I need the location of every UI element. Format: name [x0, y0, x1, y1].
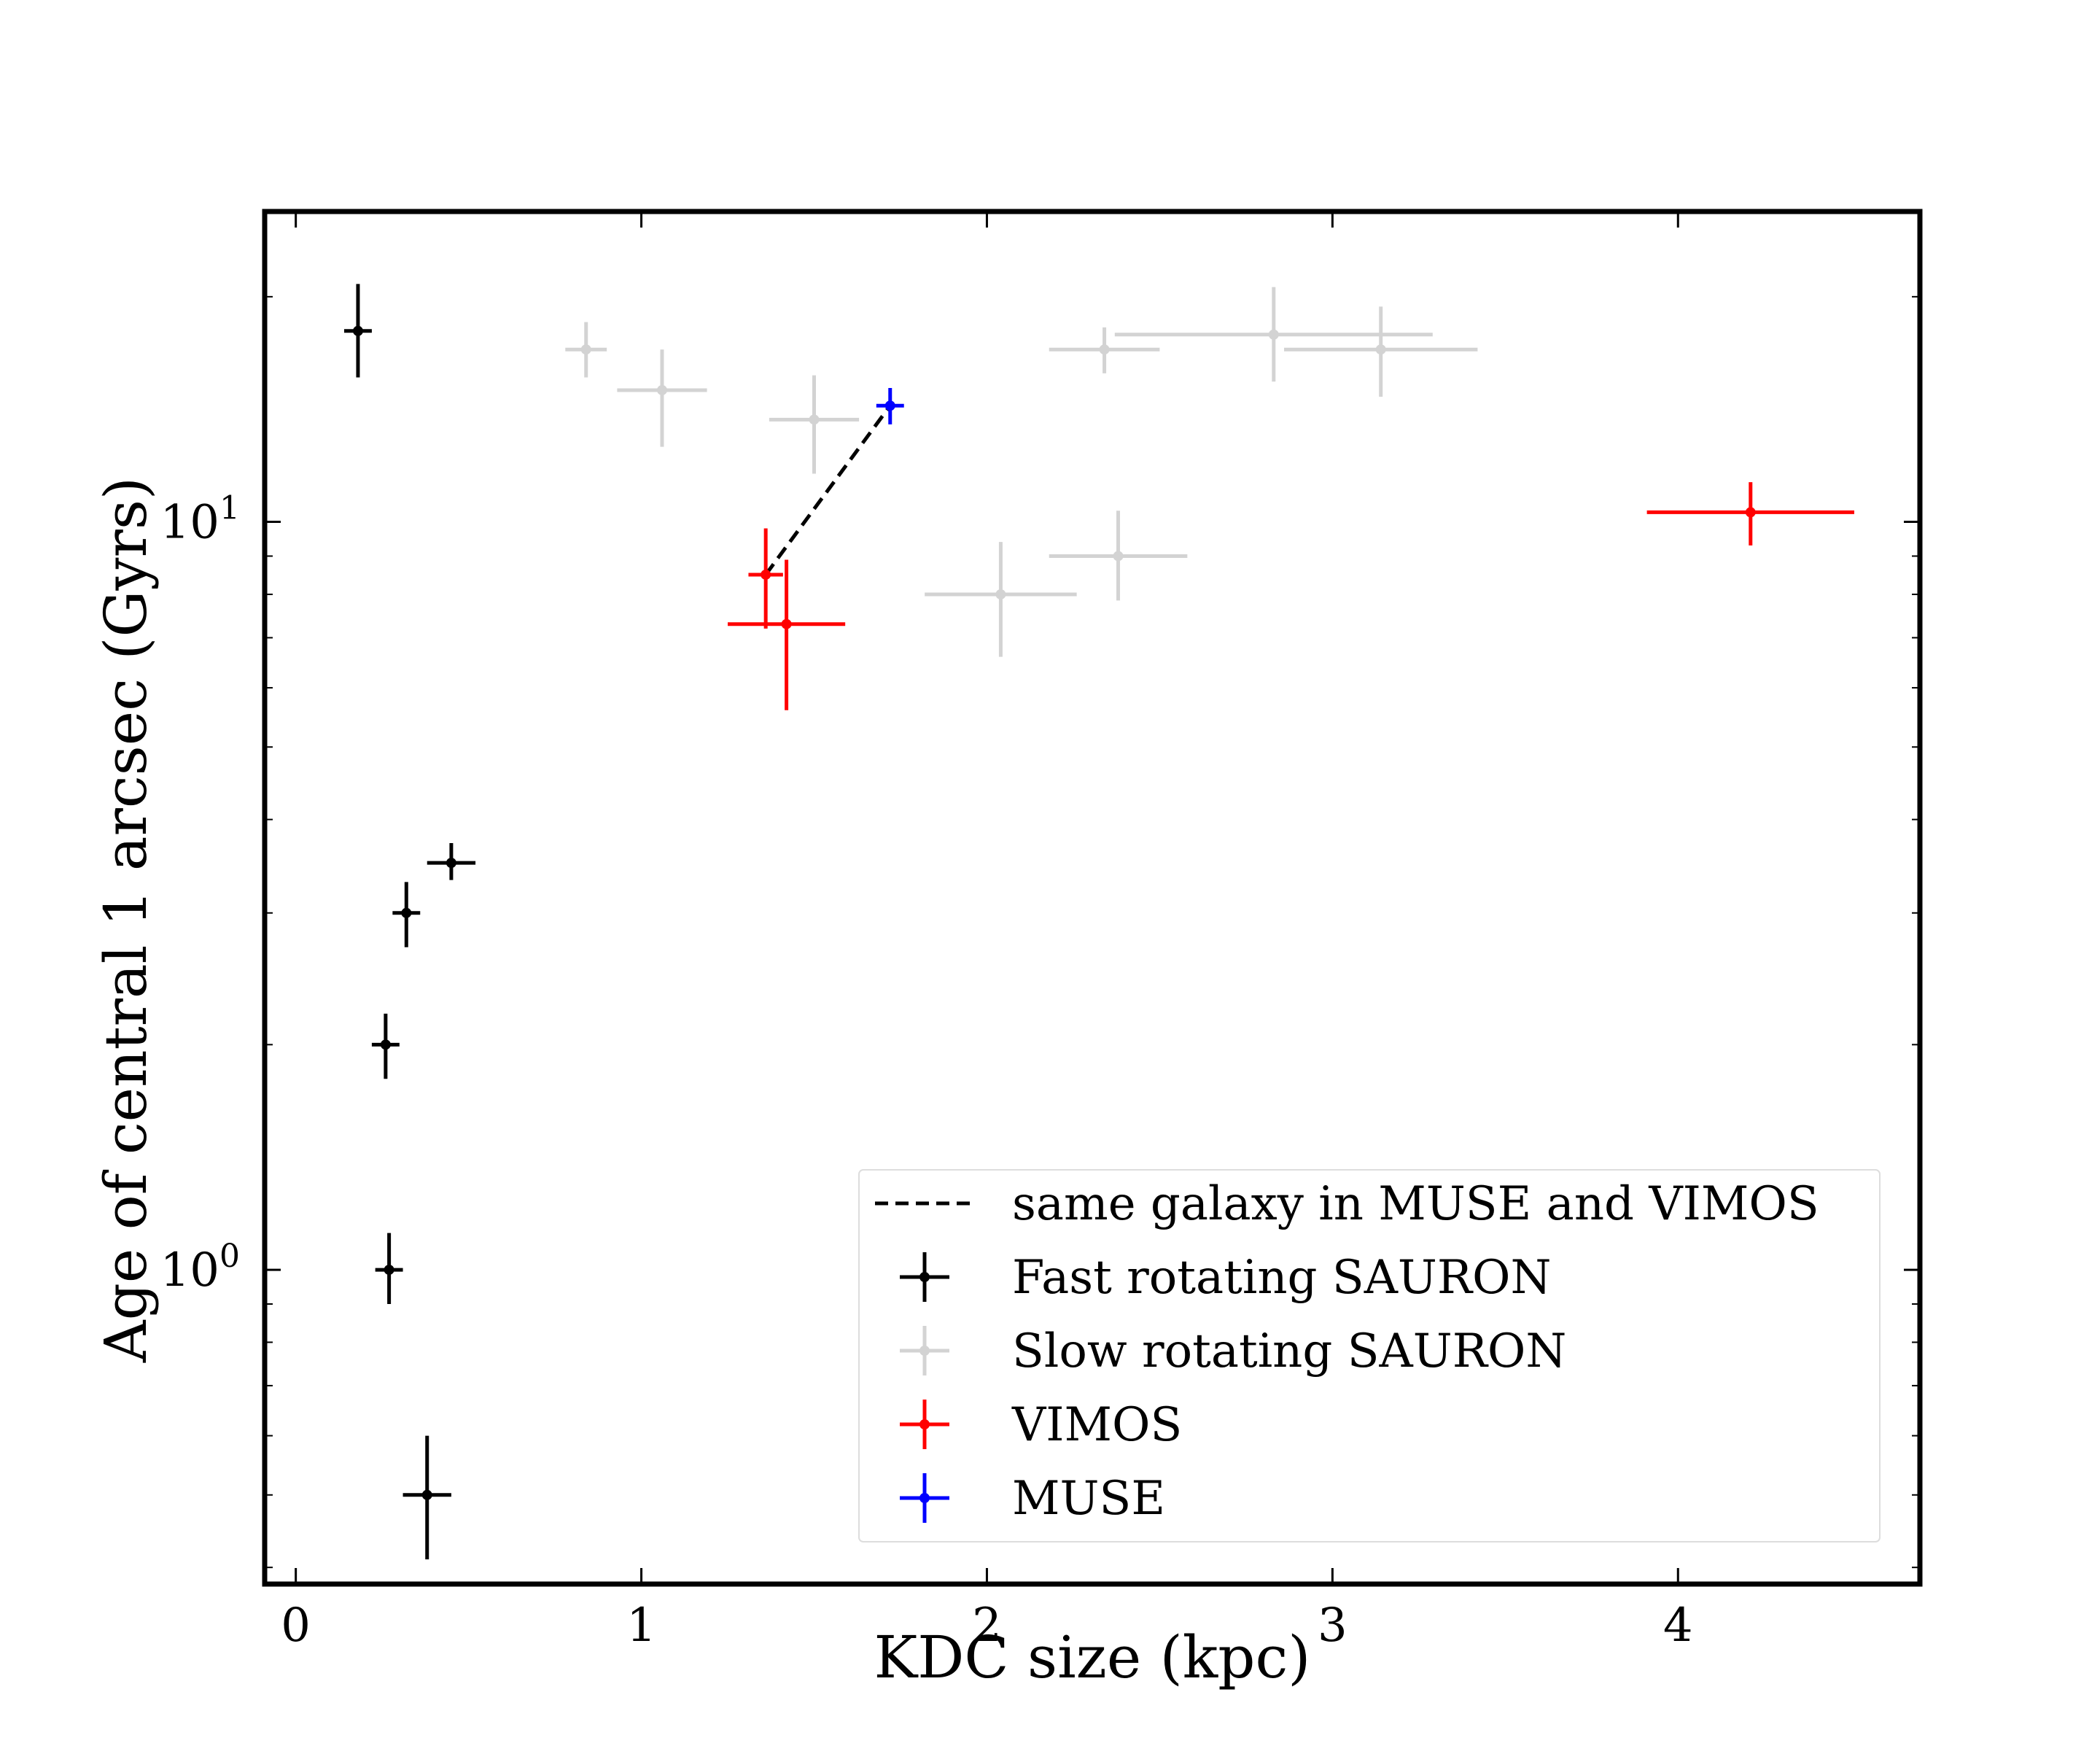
legend-label: Fast rotating SAURON — [1012, 1251, 1552, 1305]
y-tick-label: 100 — [160, 1238, 240, 1297]
legend-errorbar-marker — [919, 1346, 930, 1356]
data-point — [728, 559, 846, 710]
x-tick-label: 3 — [1318, 1599, 1348, 1653]
connector-lines — [764, 404, 892, 576]
data-point — [343, 284, 372, 378]
point-marker — [401, 907, 412, 918]
data-point — [1049, 327, 1160, 373]
legend-errorbar-marker — [919, 1493, 930, 1503]
legend-box — [858, 1169, 1881, 1542]
data-point — [769, 375, 860, 474]
legend-label: VIMOS — [1011, 1398, 1182, 1452]
point-marker — [884, 400, 895, 411]
x-tick-label: 2 — [972, 1599, 1002, 1653]
point-marker — [1113, 551, 1124, 562]
legend-label: MUSE — [1012, 1472, 1165, 1526]
y-axis-label: Age of central 1 arcsec (Gyrs) — [92, 477, 160, 1363]
point-marker — [809, 414, 820, 425]
x-axis-label: KDC size (kpc) — [874, 1623, 1310, 1691]
point-marker — [1375, 344, 1386, 355]
data-point — [876, 388, 904, 424]
legend-item: MUSE — [900, 1472, 1165, 1526]
point-marker — [1745, 507, 1756, 518]
data-point — [402, 1435, 451, 1560]
data-point — [392, 882, 421, 947]
legend-item: same galaxy in MUSE and VIMOS — [875, 1177, 1819, 1231]
x-tick-label: 0 — [281, 1599, 311, 1653]
data-point — [1049, 511, 1188, 601]
x-tick-label: 1 — [626, 1599, 656, 1653]
legend-label: same galaxy in MUSE and VIMOS — [1012, 1177, 1819, 1231]
y-tick-labels: 100 101 — [160, 490, 240, 1298]
point-marker — [995, 589, 1006, 599]
y-tick-label: 101 — [160, 490, 240, 550]
legend-label: Slow rotating SAURON — [1012, 1324, 1566, 1378]
legend-item: Fast rotating SAURON — [900, 1251, 1552, 1305]
point-marker — [421, 1489, 432, 1500]
legend-item: VIMOS — [900, 1398, 1182, 1452]
data-points — [343, 284, 1854, 1560]
legend: same galaxy in MUSE and VIMOS Fast rotati… — [858, 1169, 1881, 1542]
legend-errorbar-marker — [919, 1419, 930, 1429]
data-point — [371, 1013, 400, 1079]
data-point — [427, 842, 476, 880]
legend-errorbar-marker — [919, 1272, 930, 1282]
point-marker — [446, 858, 456, 869]
legend-item: Slow rotating SAURON — [900, 1324, 1566, 1378]
point-marker — [580, 344, 591, 355]
data-point — [1646, 482, 1854, 546]
data-point — [565, 322, 607, 378]
point-marker — [1099, 344, 1110, 355]
data-point — [748, 528, 783, 629]
data-point — [375, 1233, 403, 1304]
data-point — [617, 349, 707, 447]
point-marker — [781, 618, 792, 629]
data-point — [925, 542, 1077, 657]
point-marker — [761, 569, 771, 580]
point-marker — [380, 1039, 391, 1050]
point-marker — [656, 384, 667, 395]
major-ticks — [265, 212, 1920, 1584]
x-tick-label: 4 — [1663, 1599, 1693, 1653]
point-marker — [384, 1265, 394, 1276]
data-point — [1284, 306, 1478, 397]
x-tick-labels: 0 1 2 3 4 — [281, 1599, 1692, 1653]
point-marker — [1268, 329, 1279, 340]
dashed-connector-line — [764, 404, 892, 576]
plot-frame — [262, 209, 1923, 1587]
point-marker — [352, 325, 363, 336]
